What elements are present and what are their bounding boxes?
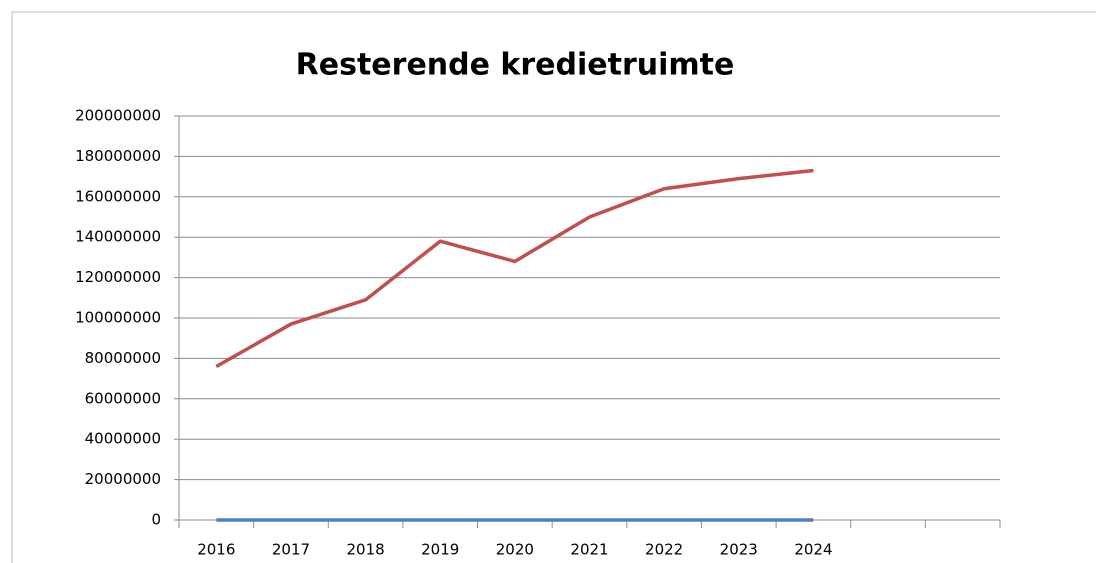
y-tick-label: 160000000 <box>75 187 161 205</box>
x-tick-label: 2023 <box>720 541 758 559</box>
y-tick-label: 140000000 <box>75 228 161 246</box>
y-tick-label: 40000000 <box>85 430 161 448</box>
chart-title: Resterende kredietruimte <box>296 48 735 83</box>
x-tick-label: 2019 <box>421 541 459 559</box>
y-tick-label: 80000000 <box>85 349 161 367</box>
y-tick-label: 180000000 <box>75 147 161 165</box>
y-tick-label: 60000000 <box>85 389 161 407</box>
x-tick-label: 2022 <box>645 541 683 559</box>
y-tick-label: 100000000 <box>75 309 161 327</box>
x-tick-label: 2016 <box>197 541 235 559</box>
x-tick-label: 2020 <box>496 541 534 559</box>
x-tick-label: 2018 <box>346 541 384 559</box>
y-tick-label: 0 <box>151 511 161 529</box>
series-line <box>215 168 814 369</box>
y-tick-label: 120000000 <box>75 268 161 286</box>
x-tick-label: 2017 <box>272 541 310 559</box>
y-tick-label: 20000000 <box>85 470 161 488</box>
y-tick-label: 200000000 <box>75 107 161 125</box>
x-tick-label: 2021 <box>570 541 608 559</box>
x-tick-label: 2024 <box>794 541 832 559</box>
